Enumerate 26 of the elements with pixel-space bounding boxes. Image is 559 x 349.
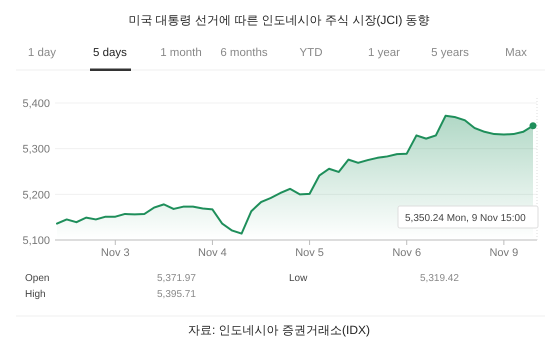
text: High xyxy=(25,289,46,300)
text: 5 days xyxy=(93,47,128,59)
x-tick-label: Nov 5 xyxy=(295,247,324,259)
text: Low xyxy=(289,273,308,284)
text: YTD xyxy=(300,47,322,59)
text: 1 day xyxy=(28,47,56,59)
x-tick-label: Nov 9 xyxy=(489,247,518,259)
y-tick-label: 5,100 xyxy=(22,235,50,247)
x-tick-label: Nov 6 xyxy=(392,247,422,259)
text: 5,319.42 xyxy=(420,273,460,284)
text: 5,395.71 xyxy=(157,289,196,300)
text: Max xyxy=(505,47,528,59)
text: 1 month xyxy=(160,47,202,59)
text: Open xyxy=(25,273,50,284)
text: 자료: 인도네시아 증권거래소(IDX) xyxy=(188,323,370,337)
y-tick-label: 5,300 xyxy=(22,144,50,156)
chart-title: 미국 대통령 선거에 따른 인도네시아 주식 시장(JCI) 동향 xyxy=(128,13,430,27)
annotation: 5,350.24 Mon, 9 Nov 15:00 xyxy=(405,213,526,224)
text: 5 years xyxy=(431,47,470,59)
x-tick-label: Nov 3 xyxy=(100,247,130,259)
text: 1 year xyxy=(368,47,400,59)
text: 5,371.97 xyxy=(157,273,196,284)
y-tick-label: 5,200 xyxy=(22,189,50,202)
y-tick-label: 5,400 xyxy=(22,98,50,110)
x-tick-label: Nov 4 xyxy=(198,247,227,259)
text: 6 months xyxy=(220,47,268,59)
